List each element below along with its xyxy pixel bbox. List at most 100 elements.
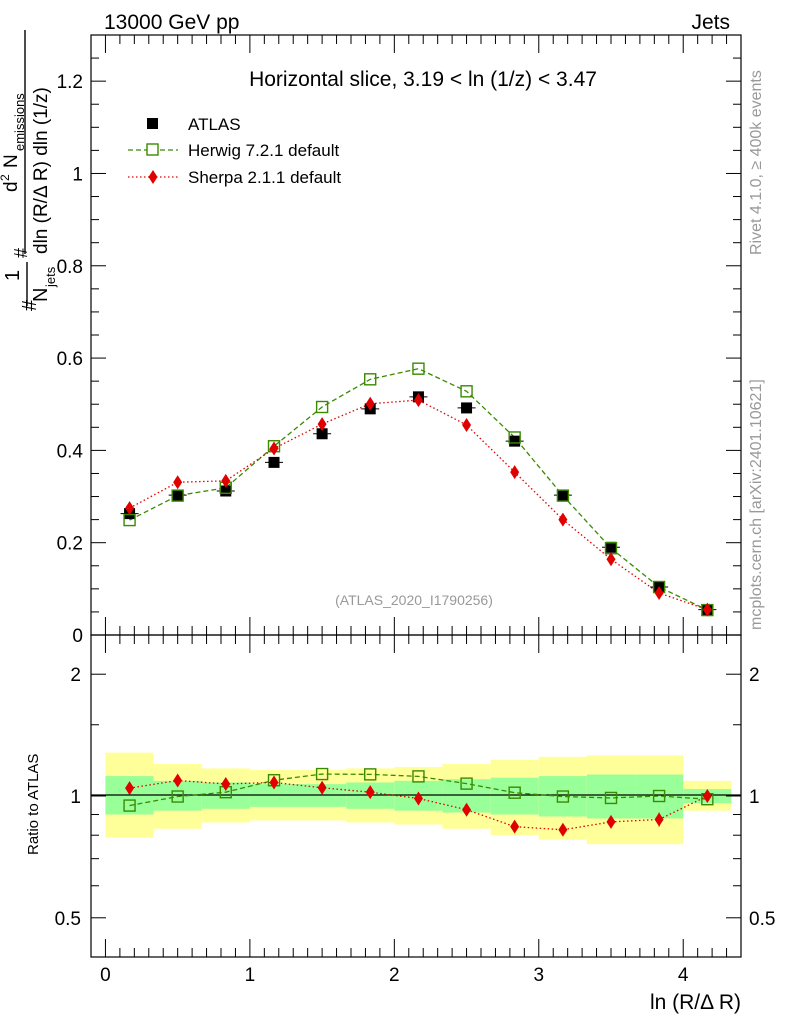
ratio-sherpa-point [462, 802, 472, 817]
energy-label: 13000 GeV pp [104, 11, 239, 34]
ratio-y-axis: 0.5 0.5 1 1 2 2 [55, 634, 775, 930]
ratio-sherpa-point [221, 776, 231, 791]
watermark: (ATLAS_2020_I1790256) [335, 592, 493, 608]
ratio-sherpa-point [558, 822, 568, 837]
ylabel-hash-2: # [11, 248, 31, 258]
atlas-point [268, 456, 280, 468]
sherpa-point [702, 602, 712, 617]
main-plot-area [120, 362, 717, 617]
ratio-xtick-label: 2 [389, 965, 400, 986]
main-ytick-label: 0.8 [57, 257, 83, 278]
ratio-herwig-point [364, 768, 377, 781]
legend-label-atlas: ATLAS [188, 115, 241, 134]
sherpa-point [173, 475, 183, 490]
herwig-point [364, 373, 377, 386]
ratio-herwig-point [508, 786, 521, 799]
ylabel-frac2-den: dln (R/Δ R) dln (1/z) [31, 87, 52, 254]
ylabel-frac2-num-sub: emissions [12, 93, 27, 151]
rivet-label: Rivet 4.1.0, ≥ 400k events [748, 70, 765, 255]
legend-label-herwig: Herwig 7.2.1 default [188, 141, 339, 160]
main-ytick-label: 0.4 [57, 441, 84, 462]
sherpa-point [269, 441, 279, 456]
ratio-xtick-label: 3 [533, 965, 544, 986]
main-y-label: # 1 N jets # d 2 N emissions dln (R/Δ R)… [0, 30, 58, 311]
herwig-point [123, 513, 136, 527]
ratio-herwig-point [556, 790, 570, 803]
ratio-herwig-line [129, 773, 708, 807]
ratio-sherpa-point [606, 814, 616, 829]
herwig-point [315, 400, 329, 414]
ratio-xtick-label: 1 [245, 965, 256, 986]
sherpa-point [125, 501, 135, 516]
atlas-point [461, 402, 473, 414]
ratio-ytick-label-right: 2 [749, 665, 760, 686]
x-axis-label: ln (R/Δ R) [650, 991, 741, 1014]
main-ytick-label: 0.6 [57, 349, 83, 370]
main-ytick-label: 0.2 [57, 534, 83, 555]
ratio-band-inner [586, 774, 636, 819]
ratio-xtick-label: 0 [100, 965, 111, 986]
main-ytick-label: 1.2 [57, 72, 83, 93]
ratio-sherpa-point [654, 812, 664, 827]
sherpa-point [558, 512, 568, 527]
ratio-sherpa-point [413, 791, 423, 806]
atlas-point [557, 489, 569, 501]
ratio-herwig-point [652, 789, 666, 803]
ratio-herwig-point [604, 791, 618, 805]
herwig-point [508, 431, 521, 444]
ratio-ytick-label: 2 [70, 665, 81, 686]
ratio-sherpa-point [269, 775, 279, 790]
ylabel-frac2-num-N: N [1, 154, 22, 168]
sherpa-line [129, 399, 708, 611]
ratio-ytick-label: 1 [70, 787, 81, 808]
ratio-sherpa-point [365, 785, 375, 800]
ratio-panel: 0.5 0.5 1 1 2 2 0 1 2 3 4 Ratio to ATLAS ln (R/Δ … [25, 634, 775, 1014]
main-x-axis [104, 35, 742, 635]
mcplots-label: mcplots.cern.ch [arXiv:2401.10621] [748, 379, 765, 630]
ylabel-frac1-num: 1 [2, 270, 24, 281]
ratio-sherpa-point [510, 819, 520, 834]
sherpa-point [221, 473, 231, 488]
legend-marker-herwig [146, 143, 159, 156]
ylabel-frac2-num-d: d [1, 181, 22, 192]
ratio-band-inner [490, 777, 539, 815]
atlas-point [220, 485, 232, 497]
herwig-point [460, 385, 473, 398]
main-ytick-label: 0 [72, 626, 83, 647]
ylabel-hash-1: # [19, 299, 41, 311]
sherpa-point [606, 552, 616, 567]
herwig-point [171, 489, 184, 502]
sherpa-point [510, 465, 520, 480]
ratio-herwig-point [171, 790, 184, 803]
legend-marker-sherpa [148, 170, 158, 184]
ratio-herwig-point [412, 770, 425, 783]
legend-label-sherpa: Sherpa 2.1.1 default [188, 168, 341, 187]
ratio-sherpa-point [173, 773, 183, 788]
ratio-x-axis: 0 1 2 3 4 [100, 635, 742, 986]
atlas-point [316, 428, 328, 440]
atlas-point [172, 489, 184, 501]
main-y-axis: 0 0.2 0.4 0.6 0.8 1 1.2 [57, 34, 741, 647]
ratio-plot-area [123, 767, 714, 837]
atlas-point [509, 435, 521, 447]
ratio-ytick-label: 0.5 [55, 909, 81, 930]
atlas-point [605, 541, 617, 553]
ratio-sherpa-point [125, 781, 135, 796]
sherpa-point [462, 418, 472, 432]
sherpa-point [413, 393, 423, 408]
sherpa-point [317, 417, 327, 432]
ratio-ytick-label-right: 0.5 [749, 909, 775, 930]
main-panel: Horizontal slice, 3.19 < ln (1/z) < 3.47… [0, 30, 742, 647]
main-title: Horizontal slice, 3.19 < ln (1/z) < 3.47 [249, 68, 597, 91]
ratio-herwig-point [460, 777, 473, 790]
ratio-sherpa-point [317, 780, 327, 795]
ratio-xtick-label: 4 [678, 965, 689, 986]
ratio-ytick-label-right: 1 [749, 787, 760, 808]
ratio-band-inner [635, 774, 684, 819]
main-ytick-label: 1 [72, 164, 83, 185]
legend: ATLAS Herwig 7.2.1 default Sherpa 2.1.1 … [128, 115, 341, 187]
sherpa-point [365, 396, 375, 411]
ratio-y-label: Ratio to ATLAS [25, 754, 42, 855]
ylabel-frac2-num-sup: 2 [0, 174, 12, 181]
